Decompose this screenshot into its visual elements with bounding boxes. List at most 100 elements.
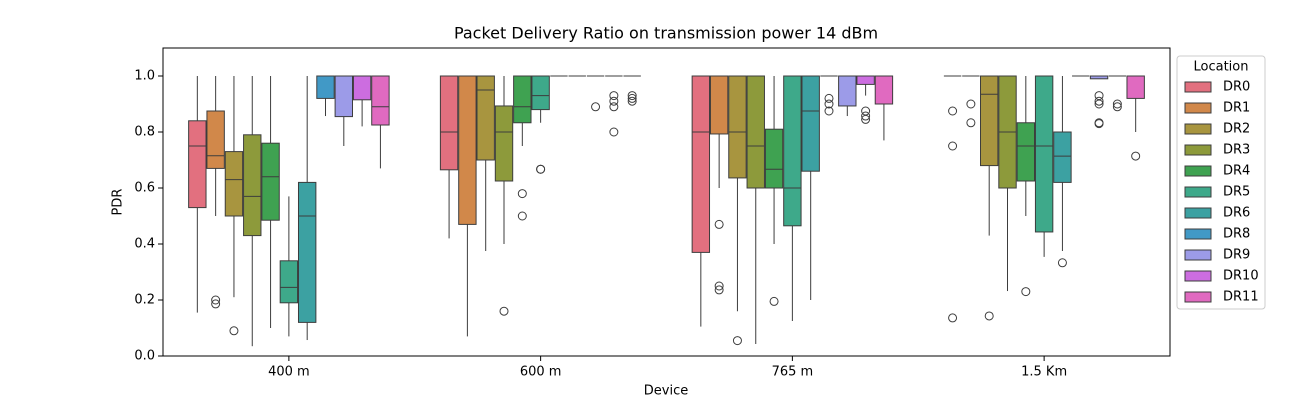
flier: [824, 106, 834, 116]
legend-label: DR6: [1223, 206, 1250, 221]
flier: [609, 102, 619, 112]
flier: [714, 285, 724, 295]
legend-swatch: [1184, 228, 1212, 240]
y-tick-label: 1.0: [134, 69, 155, 84]
y-tick-label: 0.2: [134, 293, 155, 308]
legend-swatch: [1184, 102, 1212, 114]
box: [188, 120, 207, 209]
box: [513, 75, 532, 124]
flier: [948, 313, 958, 323]
flier: [609, 127, 619, 137]
flier: [627, 91, 637, 101]
flier: [714, 281, 724, 291]
flier: [1094, 96, 1104, 106]
box: [206, 110, 225, 169]
box: [1016, 122, 1036, 182]
box: [1126, 75, 1145, 99]
x-tick-label: 765 m: [772, 365, 814, 380]
box: [856, 75, 875, 85]
y-tick-label: 0.6: [134, 181, 155, 196]
flier: [1094, 119, 1104, 129]
flier: [732, 336, 742, 346]
legend-swatch: [1184, 165, 1212, 177]
flier: [1112, 99, 1122, 109]
box: [874, 75, 894, 105]
flier: [609, 96, 619, 106]
flier: [861, 111, 871, 121]
x-tick-label: 400 m: [268, 365, 310, 380]
legend-swatch: [1184, 123, 1212, 135]
flier: [499, 306, 509, 316]
box: [783, 75, 802, 227]
box: [494, 105, 514, 182]
box: [728, 75, 747, 179]
box: [1053, 131, 1072, 183]
legend-label: DR8: [1223, 227, 1250, 242]
flier: [769, 296, 779, 306]
chart-title: Packet Delivery Ratio on transmission po…: [454, 24, 878, 43]
legend-label: DR11: [1223, 290, 1259, 305]
legend-label: DR1: [1223, 101, 1250, 116]
box: [691, 75, 711, 253]
flier: [591, 102, 601, 112]
legend-swatch: [1184, 144, 1212, 156]
flier: [714, 219, 724, 229]
flier: [229, 326, 239, 336]
box: [371, 75, 390, 126]
box: [352, 75, 372, 101]
x-axis-label: Device: [644, 384, 688, 399]
legend-label: DR3: [1223, 143, 1250, 158]
box: [709, 75, 729, 135]
box: [243, 134, 262, 237]
flier: [948, 141, 958, 151]
box: [316, 75, 335, 99]
flier: [627, 93, 637, 103]
flier: [1131, 151, 1141, 161]
legend-label: DR2: [1223, 122, 1250, 137]
legend-title: Location: [1194, 60, 1249, 75]
legend-swatch: [1184, 81, 1212, 93]
box: [261, 142, 280, 221]
box: [764, 128, 784, 189]
flier: [609, 91, 619, 101]
box: [279, 260, 299, 304]
box: [224, 151, 244, 217]
box: [334, 75, 353, 118]
y-axis-label: PDR: [111, 189, 126, 216]
box: [838, 75, 857, 107]
flier: [536, 164, 546, 174]
y-tick-label: 0.4: [134, 237, 155, 252]
legend-box: [1176, 55, 1266, 310]
box: [458, 75, 477, 225]
box: [476, 75, 495, 161]
flier: [517, 211, 527, 221]
flier: [1057, 258, 1067, 268]
box: [297, 181, 317, 323]
legend-swatch: [1184, 291, 1212, 303]
y-tick-label: 0.0: [134, 349, 155, 364]
flier: [824, 99, 834, 109]
box: [801, 75, 820, 172]
legend-label: DR0: [1223, 80, 1250, 95]
flier: [966, 99, 976, 109]
y-tick-label: 0.8: [134, 125, 155, 140]
flier: [1021, 287, 1031, 297]
legend-swatch: [1184, 207, 1212, 219]
flier: [984, 311, 994, 321]
flier: [627, 96, 637, 106]
flier: [211, 299, 221, 309]
flier: [1112, 102, 1122, 112]
legend-swatch: [1184, 270, 1212, 282]
box: [980, 75, 999, 167]
flier: [948, 106, 958, 116]
flier: [861, 114, 871, 124]
plot-frame: [162, 47, 1171, 357]
legend-label: DR9: [1223, 248, 1250, 263]
flier: [1094, 99, 1104, 109]
flier: [824, 93, 834, 103]
x-tick-label: 1.5 Km: [1021, 365, 1067, 380]
box: [531, 75, 550, 111]
flier: [211, 295, 221, 305]
